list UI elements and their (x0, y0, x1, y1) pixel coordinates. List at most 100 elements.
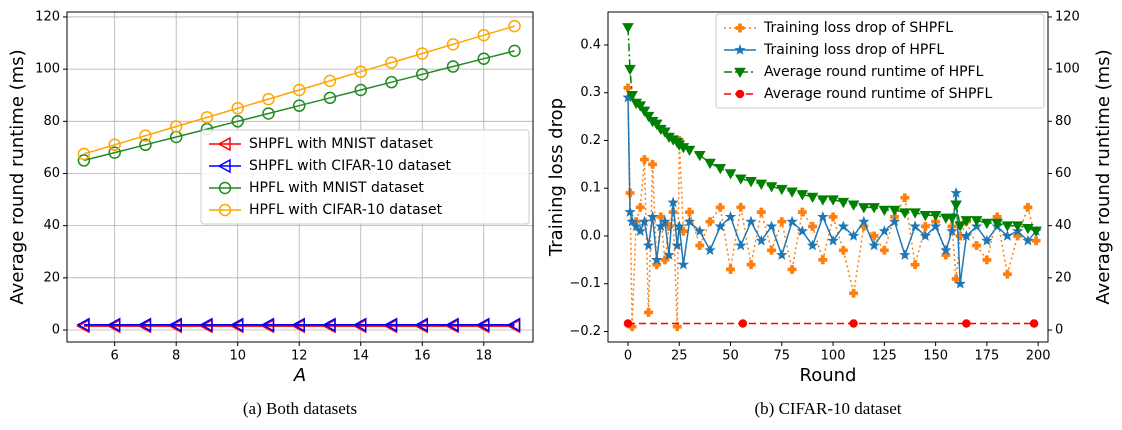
marker (858, 215, 870, 227)
marker (353, 317, 367, 333)
marker (929, 210, 942, 222)
marker (107, 317, 121, 333)
marker (847, 230, 860, 241)
marker (650, 119, 663, 130)
marker (77, 154, 91, 167)
marker (635, 202, 645, 212)
marker (745, 177, 757, 188)
marker (231, 102, 244, 115)
marker (837, 197, 850, 209)
marker (806, 192, 819, 203)
marker (954, 221, 967, 232)
marker (849, 319, 858, 328)
marker (672, 322, 682, 332)
marker (477, 52, 491, 65)
y-tick-label: 0.4 (580, 37, 601, 52)
y-tick-label: 0.3 (580, 85, 601, 100)
marker (827, 234, 839, 246)
marker (745, 215, 757, 227)
marker (693, 150, 706, 162)
legend-marker (735, 23, 745, 33)
marker (777, 217, 787, 227)
marker (806, 239, 819, 251)
marker (909, 220, 921, 232)
legend-marker (218, 181, 232, 195)
marker (704, 244, 716, 256)
legend-marker (734, 67, 746, 79)
marker (919, 210, 932, 222)
marker (1022, 234, 1034, 246)
marker (642, 111, 655, 123)
marker (714, 220, 726, 232)
y2-axis-label: Average round runtime (ms) (1093, 49, 1114, 304)
x-tick-label: 25 (671, 349, 688, 364)
marker (704, 158, 716, 170)
y-tick-label: 20 (43, 270, 60, 285)
marker (950, 187, 962, 198)
marker (796, 190, 809, 201)
legend-label: HPFL with MNIST dataset (249, 180, 424, 196)
plot-frame (66, 11, 534, 343)
marker (868, 203, 880, 214)
marker (659, 127, 671, 138)
marker (837, 220, 849, 232)
marker (508, 44, 521, 58)
marker (981, 218, 993, 230)
marker (663, 249, 675, 260)
marker (630, 220, 642, 232)
marker (817, 195, 829, 206)
marker (746, 260, 756, 270)
marker (671, 239, 683, 251)
marker (888, 215, 901, 227)
marker (1023, 202, 1033, 212)
marker (1002, 269, 1012, 279)
marker (648, 159, 658, 169)
marker (724, 210, 737, 222)
legend-marker (735, 89, 745, 99)
marker (506, 317, 521, 333)
marker (694, 225, 706, 237)
marker (767, 245, 777, 255)
marker (638, 215, 651, 227)
marker (962, 319, 971, 328)
marker (797, 207, 807, 217)
series-line (83, 50, 515, 162)
y-tick-label: 0.0 (580, 228, 601, 243)
marker (899, 249, 911, 260)
y-tick-label: 120 (35, 9, 60, 24)
marker (991, 218, 1003, 230)
marker (900, 193, 910, 203)
marker (818, 255, 828, 265)
series-line (627, 97, 1037, 284)
marker (954, 277, 966, 289)
marker (787, 264, 797, 274)
legend: SHPFL with MNIST dataset SHPFL with CIFAR… (200, 129, 530, 225)
marker (291, 317, 305, 333)
marker (776, 184, 788, 196)
marker (982, 255, 992, 265)
marker (634, 225, 646, 237)
marker (1030, 226, 1042, 237)
y-tick-label: −0.2 (569, 324, 601, 339)
marker (446, 38, 460, 51)
marker (888, 205, 901, 217)
legend-label: HPFL with CIFAR-10 dataset (249, 202, 443, 218)
y2-tick-label: 60 (1055, 166, 1072, 181)
legend-label: Average round runtime of HPFL (764, 64, 984, 80)
plot-frame (607, 11, 1049, 343)
marker (910, 260, 920, 270)
marker (139, 138, 152, 152)
y-tick-label: 40 (43, 218, 60, 233)
marker (624, 206, 636, 217)
marker (765, 182, 778, 193)
marker (683, 145, 696, 157)
marker (292, 99, 306, 112)
marker (137, 317, 152, 333)
marker (76, 317, 90, 333)
marker (1001, 221, 1014, 232)
x-tick-label: 18 (476, 349, 493, 364)
y-tick-label: 0.2 (580, 133, 601, 148)
marker (108, 146, 121, 159)
y2-tick-label: 20 (1055, 270, 1072, 285)
marker (230, 317, 244, 333)
